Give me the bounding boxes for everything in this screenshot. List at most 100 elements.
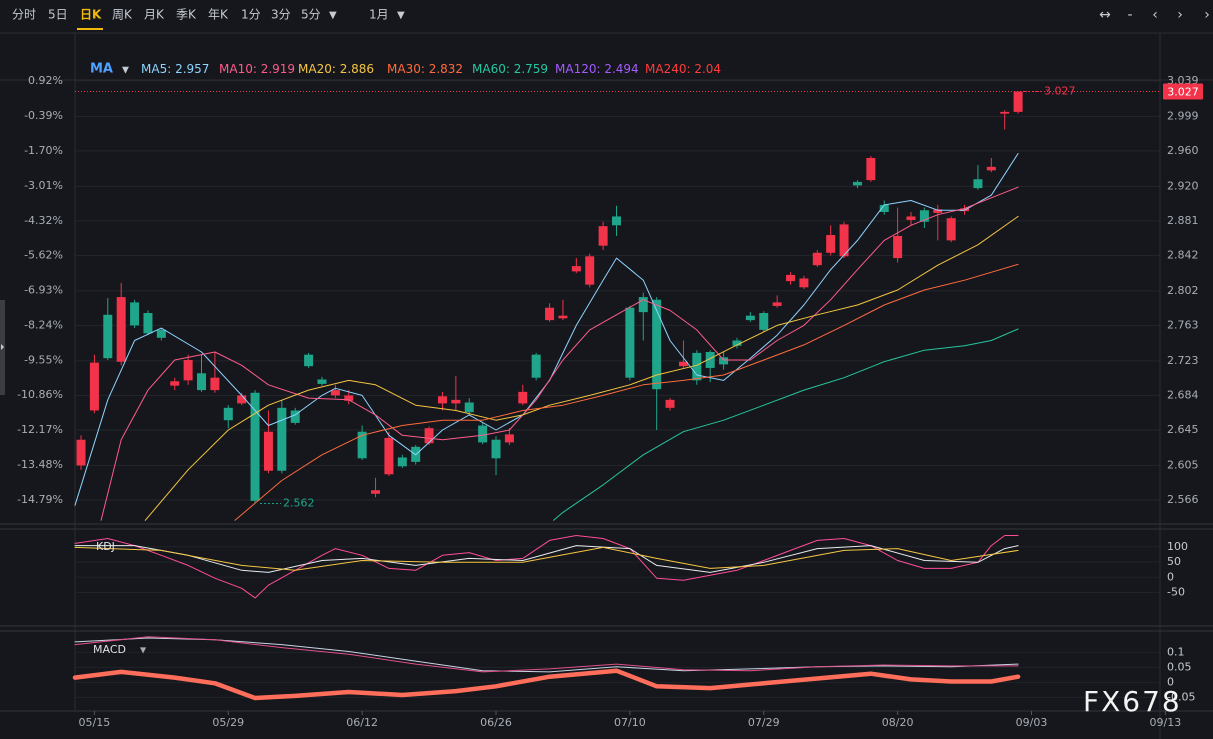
candle-body [371,490,381,494]
ma-line [553,328,1019,521]
indicator-menu[interactable]: ▼ [122,66,129,76]
ma-legend: MA240: 2.04 [645,62,721,76]
candle-body [598,226,608,246]
period-tab[interactable]: 5日 [48,8,68,22]
y-tick-label: 100 [1167,540,1188,553]
tool-button[interactable]: ↔ [1099,7,1111,23]
candle-body [826,235,836,253]
candle-body [183,359,193,381]
candle-body [585,256,595,285]
range-menu[interactable]: ▼ [397,10,405,21]
price-tick-label: 2.960 [1167,144,1199,157]
candle-body [424,428,434,444]
candle-body [263,431,273,471]
candle-body [852,181,862,186]
candle-body [558,315,568,319]
ma-legend: MA5: 2.957 [141,62,209,76]
tool-button[interactable]: › [1204,7,1210,23]
y-tick-label: 0 [1167,675,1174,688]
percent-tick-label: -1.70% [24,144,63,157]
candle-body [237,395,247,404]
ma-value: 2.04 [694,62,721,76]
y-tick-label: -0.05 [1167,690,1195,703]
percent-tick-label: -14.79% [17,493,63,506]
x-tick-label: 09/03 [1016,716,1048,729]
percent-tick-label: -4.32% [24,214,63,227]
candle-body [170,381,180,386]
macd-histogram [72,668,1021,701]
candle-body [197,373,207,391]
candle-body [625,307,635,378]
period-tab[interactable]: 分时 [12,8,36,22]
candle-body [933,209,943,213]
watermark: FX678 [1083,685,1182,718]
candle-body [344,395,354,401]
ma-line [100,186,1019,521]
candle-body [451,399,461,404]
price-tick-label: 2.605 [1167,458,1199,471]
x-tick-label: 05/29 [212,716,244,729]
candle-body [156,329,166,338]
period-tab[interactable]: 5分 [301,8,321,22]
candle-body [571,266,581,272]
panel-title[interactable]: KDJ [96,540,115,553]
tool-button[interactable]: - [1127,7,1132,23]
ma-value: 2.759 [514,62,548,76]
candle-body [812,252,822,266]
candle-body [384,437,394,475]
candle-body [732,340,742,346]
tool-button[interactable]: ‹ [1152,7,1158,23]
candle-body [397,457,407,467]
candle-body [1013,91,1023,112]
period-tab[interactable]: 日K [80,8,102,22]
percent-tick-label: -12.17% [17,423,63,436]
candle-body [491,439,501,459]
tool-button[interactable]: › [1177,7,1183,23]
candle-body [786,274,796,282]
ma-separator: : [421,62,429,76]
ma-separator: : [253,62,261,76]
candle-body [518,391,528,404]
period-menu[interactable]: ▼ [329,10,337,21]
ma-value: 2.919 [261,62,295,76]
ma-separator: : [506,62,514,76]
percent-tick-label: -10.86% [17,388,63,401]
candle-body [317,379,327,384]
ma-name: MA5 [141,62,167,76]
candle-body [745,315,755,321]
panel-title[interactable]: MACD [93,643,126,656]
indicator-line [74,636,1019,673]
range-select[interactable]: 1月 [369,8,389,22]
percent-tick-label: 0.92% [28,74,63,87]
period-tab[interactable]: 3分 [271,8,291,22]
ma-value: 2.886 [340,62,374,76]
ma-legend: MA120: 2.494 [555,62,639,76]
ma-name: MA240 [645,62,686,76]
period-tab[interactable]: 季K [176,8,197,22]
ma-value: 2.494 [604,62,638,76]
candle-body [143,313,153,334]
period-tab[interactable]: 年K [208,8,229,22]
panel-menu[interactable]: ▼ [140,646,147,655]
indicator-name[interactable]: MA [90,62,113,77]
candle-body [223,407,233,421]
indicator-line [74,546,1019,571]
period-tab[interactable]: 月K [144,8,165,22]
candle-body [76,439,86,466]
candle-body [986,166,996,171]
period-tab[interactable]: 周K [112,8,133,22]
x-tick-label: 09/13 [1150,716,1182,729]
candle-body [906,216,916,220]
period-tab[interactable]: 1分 [241,8,261,22]
candle-body [437,396,447,404]
price-tick-label: 2.842 [1167,248,1199,261]
ma-name: MA30 [387,62,421,76]
percent-tick-label: -5.62% [24,248,63,261]
indicator-line [74,637,1019,673]
indicator-line [74,535,1019,599]
price-tick-label: 2.566 [1167,493,1199,506]
price-tick-label: 2.763 [1167,318,1199,331]
